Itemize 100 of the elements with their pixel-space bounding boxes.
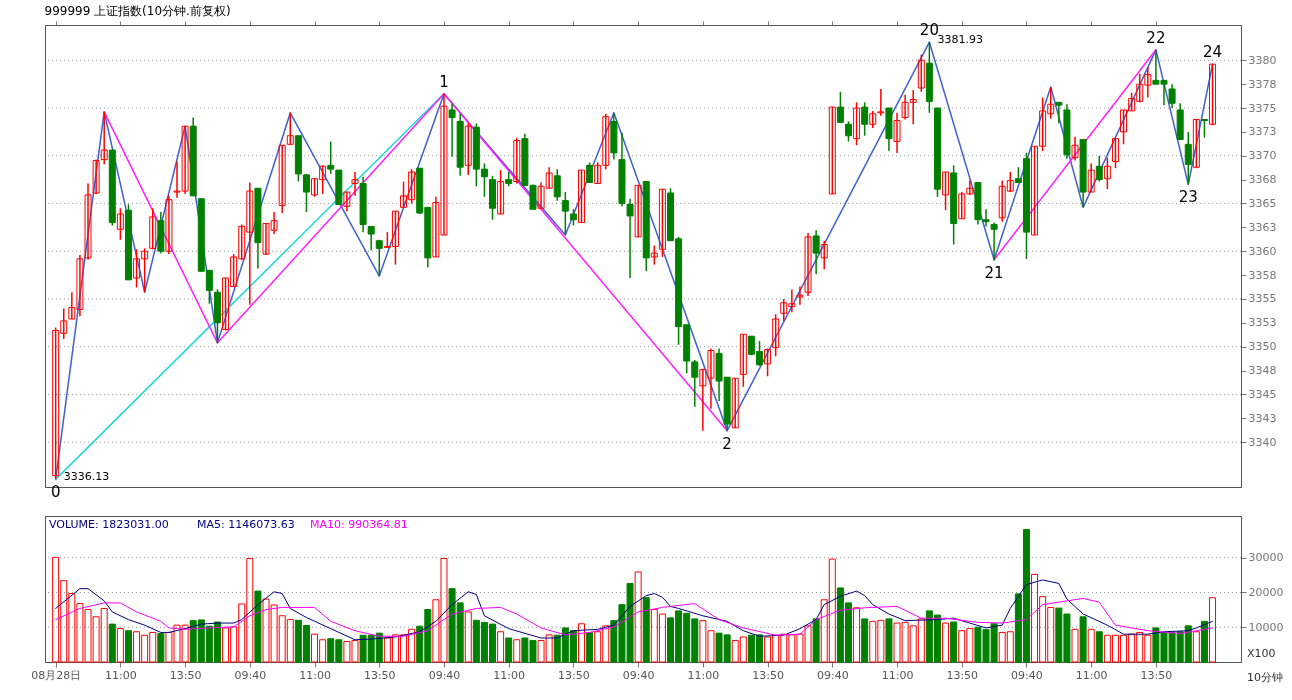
candlestick [586, 161, 594, 184]
candlestick [464, 122, 472, 176]
x-tick-label: 13:50 [752, 668, 784, 682]
candlestick [942, 171, 950, 211]
candlestick [1200, 118, 1208, 139]
candlestick [375, 239, 383, 277]
x-tick-label: 13:50 [169, 668, 202, 682]
bar [116, 628, 124, 663]
x-tick-label: 11:00 [493, 668, 526, 682]
annotation: 1 [439, 72, 449, 91]
bar [885, 618, 893, 663]
candlestick [893, 112, 901, 154]
candlestick [1168, 83, 1176, 109]
candlestick [1055, 101, 1063, 125]
y-tick-label: 3375 [1248, 101, 1277, 115]
y-tick-label: 3353 [1248, 316, 1277, 330]
candlestick [278, 144, 286, 214]
annotation: 2 [722, 434, 732, 453]
candlestick [553, 168, 561, 202]
candlestick [578, 169, 586, 224]
candlestick [804, 232, 812, 297]
candlestick [149, 207, 157, 251]
y-tick-label: 10000 [1248, 620, 1284, 634]
text: X100 [1247, 647, 1276, 660]
candlestick [165, 195, 173, 255]
y-tick-label: 3360 [1248, 244, 1277, 258]
bar [1200, 620, 1208, 663]
annotation: 24 [1202, 43, 1223, 62]
candlestick [367, 225, 375, 252]
bar [642, 597, 650, 663]
x-tick-label: 11:00 [105, 668, 137, 682]
candlestick [634, 184, 642, 238]
line-series [55, 597, 1214, 637]
annotation: 21 [984, 263, 1004, 282]
x-tick-label: 11:00 [881, 668, 914, 682]
y-tick-label: 3345 [1248, 387, 1277, 401]
y-tick-label: 3370 [1248, 149, 1277, 163]
candlestick [917, 53, 925, 93]
x-tick-label: 09:40 [428, 668, 461, 682]
candlestick [853, 101, 861, 147]
bar [950, 621, 958, 663]
x-tick-label: 09:40 [622, 668, 655, 682]
bar [464, 611, 472, 663]
x-tick-label: 11:00 [299, 668, 331, 682]
candlestick [869, 110, 877, 129]
x-tick-label: 13:50 [1140, 668, 1173, 682]
bar [108, 623, 116, 663]
bar [578, 623, 586, 663]
text: 10分钟 [1247, 671, 1283, 684]
candlestick [1087, 162, 1095, 193]
y-tick-label: 3340 [1248, 435, 1277, 449]
x-tick-label: 11:00 [687, 668, 720, 682]
annotation: 23 [1178, 188, 1198, 207]
bar [505, 637, 513, 663]
candlestick [513, 136, 521, 185]
annotation: 22 [1146, 28, 1166, 47]
candlestick [820, 239, 828, 271]
candlestick [836, 91, 844, 124]
candlestick [561, 191, 569, 236]
bar [861, 618, 869, 663]
text: MA10: 990364.81 [310, 518, 408, 531]
candlestick [877, 88, 885, 117]
line-series [103, 92, 728, 432]
text: MA5: 1146073.63 [197, 518, 295, 531]
candlestick [861, 101, 869, 137]
bar [942, 622, 950, 663]
candlestick [497, 169, 505, 215]
candlestick [772, 313, 780, 357]
y-tick-label: 3358 [1248, 268, 1277, 282]
candlestick [1071, 135, 1079, 162]
candlestick [658, 188, 666, 258]
candlestick [1103, 156, 1111, 190]
annotation: 3381.93 [937, 33, 983, 47]
x-tick-label: 13:50 [946, 668, 979, 682]
candlestick [1111, 137, 1119, 169]
candlestick [650, 244, 658, 266]
bar [1071, 628, 1079, 663]
y-tick-label: 30000 [1248, 551, 1284, 565]
bar [812, 618, 820, 663]
candlestick [626, 197, 634, 279]
candlestick [739, 333, 747, 388]
x-tick-label: 13:50 [558, 668, 590, 682]
x-tick-label: 09:40 [1011, 668, 1043, 682]
y-tick-label: 3368 [1248, 173, 1277, 187]
y-tick-label: 3363 [1248, 220, 1277, 234]
bar [1079, 616, 1087, 663]
candlestick [100, 111, 108, 166]
y-tick-label: 3343 [1248, 411, 1277, 425]
candlestick [92, 158, 100, 195]
candlestick [731, 377, 739, 429]
candlestick [1095, 155, 1103, 183]
candlestick [343, 191, 351, 212]
candlestick [796, 285, 804, 306]
x-tick-label: 13:50 [363, 668, 396, 682]
bar [586, 631, 594, 663]
bar [1209, 597, 1217, 663]
x-tick-label: 09:40 [234, 668, 267, 682]
bar [1087, 628, 1095, 663]
y-tick-label: 3348 [1248, 364, 1277, 378]
x-tick-label: 11:00 [1075, 668, 1108, 682]
